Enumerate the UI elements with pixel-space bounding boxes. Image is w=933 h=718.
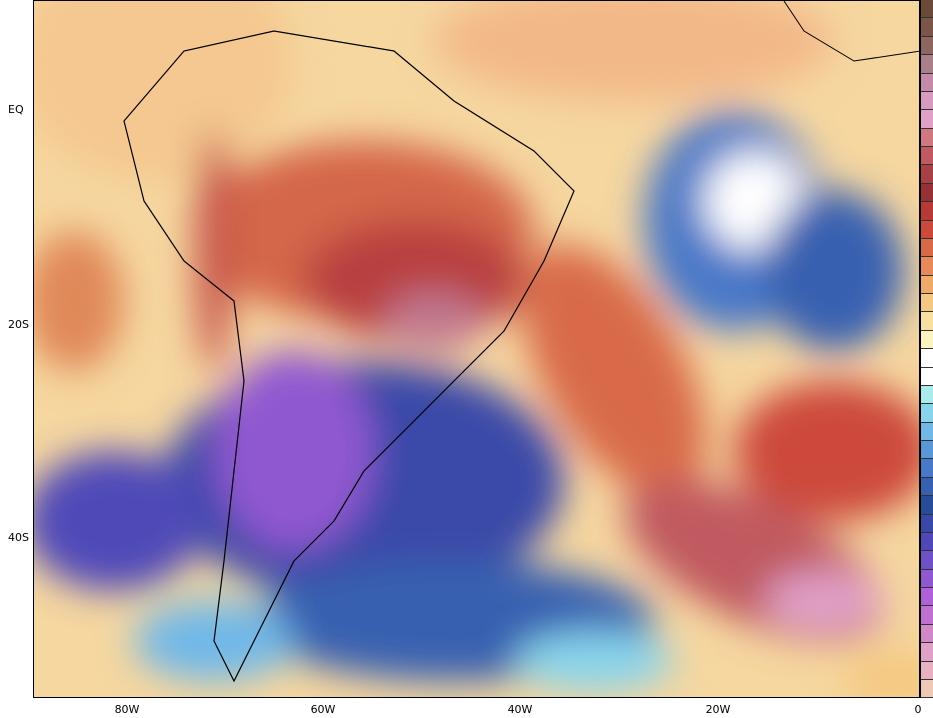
colorbar-swatch <box>921 661 933 680</box>
colorbar-swatch <box>921 643 933 662</box>
colorbar-swatch <box>921 73 933 92</box>
colorbar-swatch <box>921 330 933 350</box>
colorbar-swatch <box>921 441 933 460</box>
colorbar-swatch <box>921 294 933 313</box>
colorbar-swatch <box>921 588 933 607</box>
colorbar-swatch <box>921 55 933 74</box>
colorbar-swatch <box>921 624 933 644</box>
colorbar-swatch <box>921 165 933 184</box>
colorbar-swatch <box>921 0 933 19</box>
colorbar-swatch <box>921 91 933 111</box>
temperature-anomaly-map <box>33 0 920 698</box>
colorbar-swatch <box>921 532 933 552</box>
lon-label-80w: 80W <box>114 703 140 716</box>
colorbar-swatch <box>921 496 933 515</box>
colorbar-swatch <box>921 551 933 570</box>
colorbar-swatch <box>921 477 933 497</box>
colorbar-swatch <box>921 147 933 166</box>
colorbar-swatch <box>921 275 933 294</box>
colorbar-swatch <box>921 183 933 203</box>
coastline <box>123 30 575 683</box>
lat-label-40s: 40S <box>8 531 29 544</box>
lon-label-0: 0 <box>914 703 922 716</box>
colorbar <box>920 0 933 699</box>
lat-label-20s: 20S <box>8 318 29 331</box>
colorbar-swatch <box>921 238 933 258</box>
lon-label-60w: 60W <box>310 703 336 716</box>
colorbar-swatch <box>921 128 933 147</box>
colorbar-swatch <box>921 514 933 533</box>
colorbar-swatch <box>921 257 933 276</box>
colorbar-swatch <box>921 404 933 423</box>
colorbar-swatch <box>921 220 933 239</box>
colorbar-swatch <box>921 422 933 441</box>
colorbar-swatch <box>921 36 933 56</box>
lat-label-eq: EQ <box>8 103 24 116</box>
colorbar-swatch <box>921 110 933 129</box>
lon-label-40w: 40W <box>507 703 533 716</box>
colorbar-swatch <box>921 385 933 405</box>
lon-label-20w: 20W <box>705 703 731 716</box>
map-field <box>34 1 919 697</box>
colorbar-swatch <box>921 606 933 625</box>
colorbar-swatch <box>921 349 933 368</box>
colorbar-swatch <box>921 312 933 331</box>
colorbar-swatch <box>921 459 933 478</box>
colorbar-swatch <box>921 367 933 386</box>
colorbar-swatch <box>921 202 933 221</box>
colorbar-swatch <box>921 569 933 588</box>
colorbar-swatch <box>921 18 933 37</box>
colorbar-swatch <box>921 679 933 699</box>
